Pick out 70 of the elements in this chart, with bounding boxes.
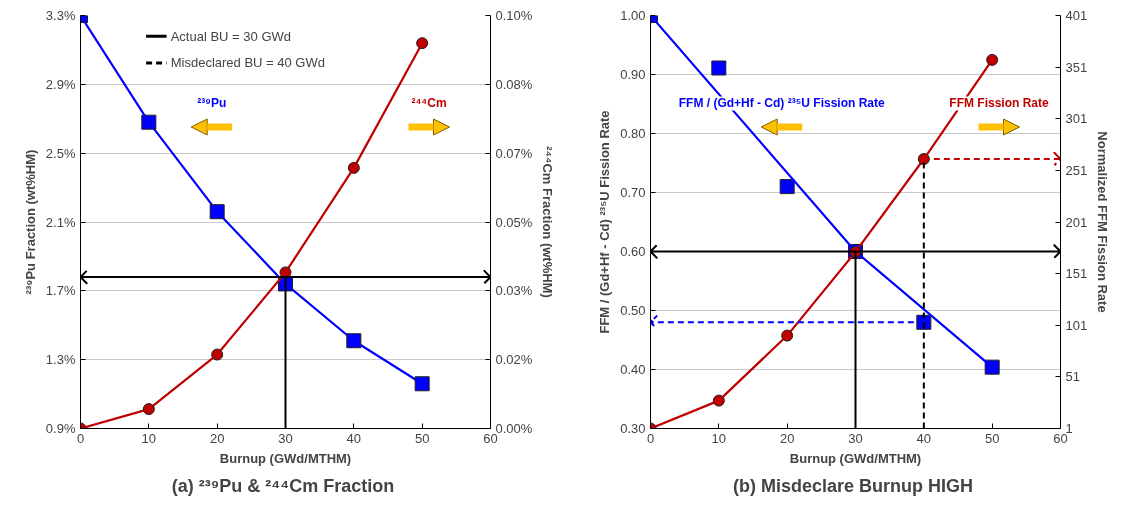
x-tick-label: 30 <box>848 430 863 446</box>
y2-tick-label: 0.08% <box>495 76 533 92</box>
y-axis-title: ²³⁹Pu Fraction (wt%HM) <box>22 149 38 295</box>
y-tick-label: 2.9% <box>45 76 76 92</box>
y-tick-label: 1.7% <box>45 283 76 299</box>
point <box>781 329 794 342</box>
y2-tick-label: 101 <box>1065 317 1088 333</box>
x-tick-label: 40 <box>916 430 932 446</box>
point <box>209 204 225 220</box>
point <box>712 394 725 407</box>
y-tick-label: 0.40 <box>620 362 646 377</box>
point <box>414 376 430 392</box>
y-tick-label: 0.9% <box>45 421 76 436</box>
series-label: FFM Fission Rate <box>949 96 1049 111</box>
point <box>416 37 429 50</box>
point <box>711 60 727 76</box>
point <box>211 348 224 361</box>
y2-tick-label: 401 <box>1065 8 1088 23</box>
y2-tick-label: 0.03% <box>495 283 533 299</box>
y-axis-title: FFM / (Gd+Hf - Cd) ²³⁵U Fission Rate <box>597 110 613 334</box>
y2-tick-label: 201 <box>1065 214 1088 230</box>
point <box>141 114 157 130</box>
x-tick-label: 10 <box>711 430 727 446</box>
point <box>986 53 999 66</box>
point <box>142 403 155 416</box>
y2-tick-label: 0.07% <box>495 145 533 161</box>
x-axis-title: Burnup (GWd/MTHM) <box>789 450 922 466</box>
x-tick-label: 50 <box>414 430 430 446</box>
x-tick-label: 0 <box>646 430 655 446</box>
y-tick-label: 2.1% <box>45 214 76 230</box>
y2-tick-label: 0.02% <box>495 352 533 368</box>
y2-axis-title: ²⁴⁴Cm Fraction (wt%HM) <box>540 146 556 298</box>
point <box>347 161 360 174</box>
text: ²³⁹Pu <box>197 96 227 111</box>
x-tick-label: 0 <box>76 430 85 446</box>
annotation: Misdeclared BU = 40 GWd <box>170 55 325 71</box>
y-tick-label: 0.70 <box>620 185 646 200</box>
y-tick-label: 0.30 <box>620 421 646 436</box>
y2-axis-title: Normalized FFM Fission Rate <box>1095 131 1111 313</box>
text: (a) ²³⁹Pu & ²⁴⁴Cm Fraction <box>171 475 395 496</box>
y-tick-label: 1.00 <box>620 8 646 23</box>
y-tick-label: 0.60 <box>620 244 646 259</box>
y-tick-label: 3.3% <box>45 8 76 23</box>
y-tick-label: 0.80 <box>620 126 646 141</box>
x-tick-label: 20 <box>209 430 225 446</box>
x-tick-label: 60 <box>1053 430 1068 446</box>
y2-tick-label: 351 <box>1065 59 1088 75</box>
point <box>779 179 795 195</box>
annotation: Actual BU = 30 GWd <box>170 28 292 44</box>
x-tick-label: 20 <box>779 430 795 446</box>
y2-tick-label: 0.10% <box>495 8 533 23</box>
y2-tick-label: 301 <box>1065 111 1088 127</box>
text: FFM / (Gd+Hf - Cd) ²³⁵U Fission Rate <box>678 96 885 111</box>
y-tick-label: 2.5% <box>45 145 76 161</box>
series-label: ²⁴⁴Cm <box>411 96 447 111</box>
x-axis-title: Burnup (GWd/MTHM) <box>219 450 352 466</box>
point <box>346 333 362 349</box>
x-tick-label: 50 <box>984 430 1000 446</box>
text: (b) Misdeclare Burnup HIGH <box>732 475 974 496</box>
y-tick-label: 0.50 <box>620 303 646 318</box>
y2-tick-label: 251 <box>1065 162 1088 178</box>
y-tick-label: 0.90 <box>620 67 646 82</box>
y-tick-label: 1.3% <box>45 352 76 368</box>
point <box>984 359 1000 375</box>
x-tick-label: 30 <box>278 430 293 446</box>
x-tick-label: 10 <box>141 430 157 446</box>
x-tick-label: 40 <box>346 430 362 446</box>
y2-tick-label: 51 <box>1065 369 1080 385</box>
y2-tick-label: 151 <box>1065 266 1088 282</box>
y2-tick-label: 0.05% <box>495 214 533 230</box>
